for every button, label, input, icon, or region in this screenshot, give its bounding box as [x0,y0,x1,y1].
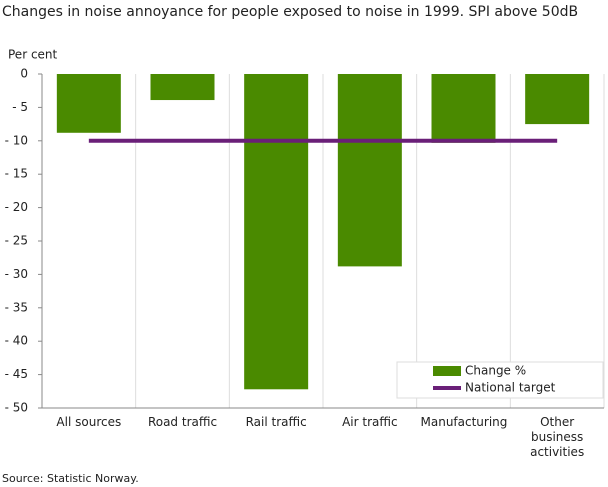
bar [525,74,590,125]
x-tick-label: Manufacturing [420,415,508,429]
y-axis-label: Per cent [8,48,58,62]
source: Source: Statistic Norway. [2,472,139,485]
legend-label: National target [465,381,556,395]
y-tick-label: - 25 [5,234,28,248]
bar [244,74,309,390]
x-tick-label: Other business activities [530,415,585,459]
y-tick-label: - 20 [5,200,28,214]
y-tick-label: - 45 [5,367,28,381]
y-tick-label: - 10 [5,133,28,147]
y-tick-label: - 5 [12,100,28,114]
bar [56,74,121,133]
bar [337,74,402,267]
y-tick-label: - 15 [5,167,28,181]
y-tick-label: - 30 [5,267,28,281]
bar [150,74,215,101]
y-tick-label: 0 [20,67,28,81]
y-tick-label: - 35 [5,300,28,314]
bar [431,74,496,143]
legend-label: Change % [465,364,526,378]
x-tick-label: Air traffic [342,415,398,429]
x-tick-label: All sources [56,415,122,429]
x-tick-label: Road traffic [147,415,218,429]
legend-swatch [433,366,461,376]
x-tick-label: Rail traffic [245,415,307,429]
y-tick-label: - 50 [5,401,28,415]
chart-title: Changes in noise annoyance for people ex… [2,4,578,20]
y-tick-label: - 40 [5,334,28,348]
legend-box [396,361,604,399]
